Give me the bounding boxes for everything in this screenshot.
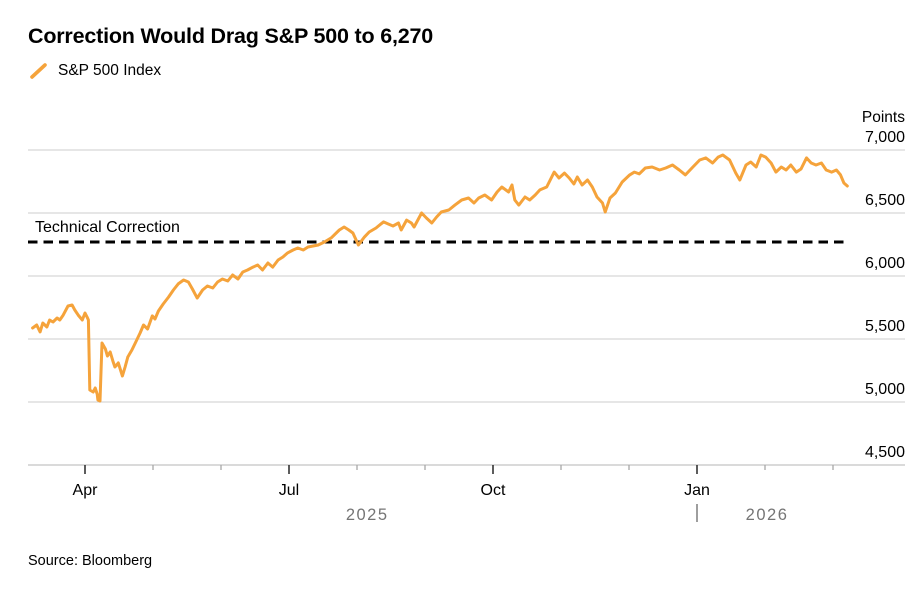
y-axis-tick-label: 6,500 bbox=[865, 192, 905, 209]
x-axis-month-label: Oct bbox=[481, 482, 506, 499]
y-axis-tick-label: 6,000 bbox=[865, 255, 905, 272]
x-axis-month-label: Jan bbox=[684, 482, 710, 499]
y-axis-tick-label: 4,500 bbox=[865, 444, 905, 461]
technical-correction-label: Technical Correction bbox=[35, 219, 180, 236]
source-credit: Source: Bloomberg bbox=[28, 553, 153, 569]
y-axis-tick-label: 5,000 bbox=[865, 381, 905, 398]
legend-line-swatch-icon bbox=[30, 63, 47, 79]
y-axis-tick-label: 5,500 bbox=[865, 318, 905, 335]
x-axis-month-label: Jul bbox=[279, 482, 299, 499]
y-axis-tick-label: 7,000 bbox=[865, 129, 905, 146]
legend-series-label: S&P 500 Index bbox=[58, 62, 162, 79]
x-axis-year-label: 2025 bbox=[346, 506, 389, 524]
x-axis-month-label: Apr bbox=[73, 482, 99, 499]
y-axis-unit-label: Points bbox=[862, 109, 905, 126]
x-axis-year-label: 2026 bbox=[746, 506, 789, 524]
sp500-series-line bbox=[31, 153, 849, 403]
chart-title: Correction Would Drag S&P 500 to 6,270 bbox=[28, 24, 433, 48]
chart-legend: S&P 500 Index bbox=[29, 60, 161, 82]
